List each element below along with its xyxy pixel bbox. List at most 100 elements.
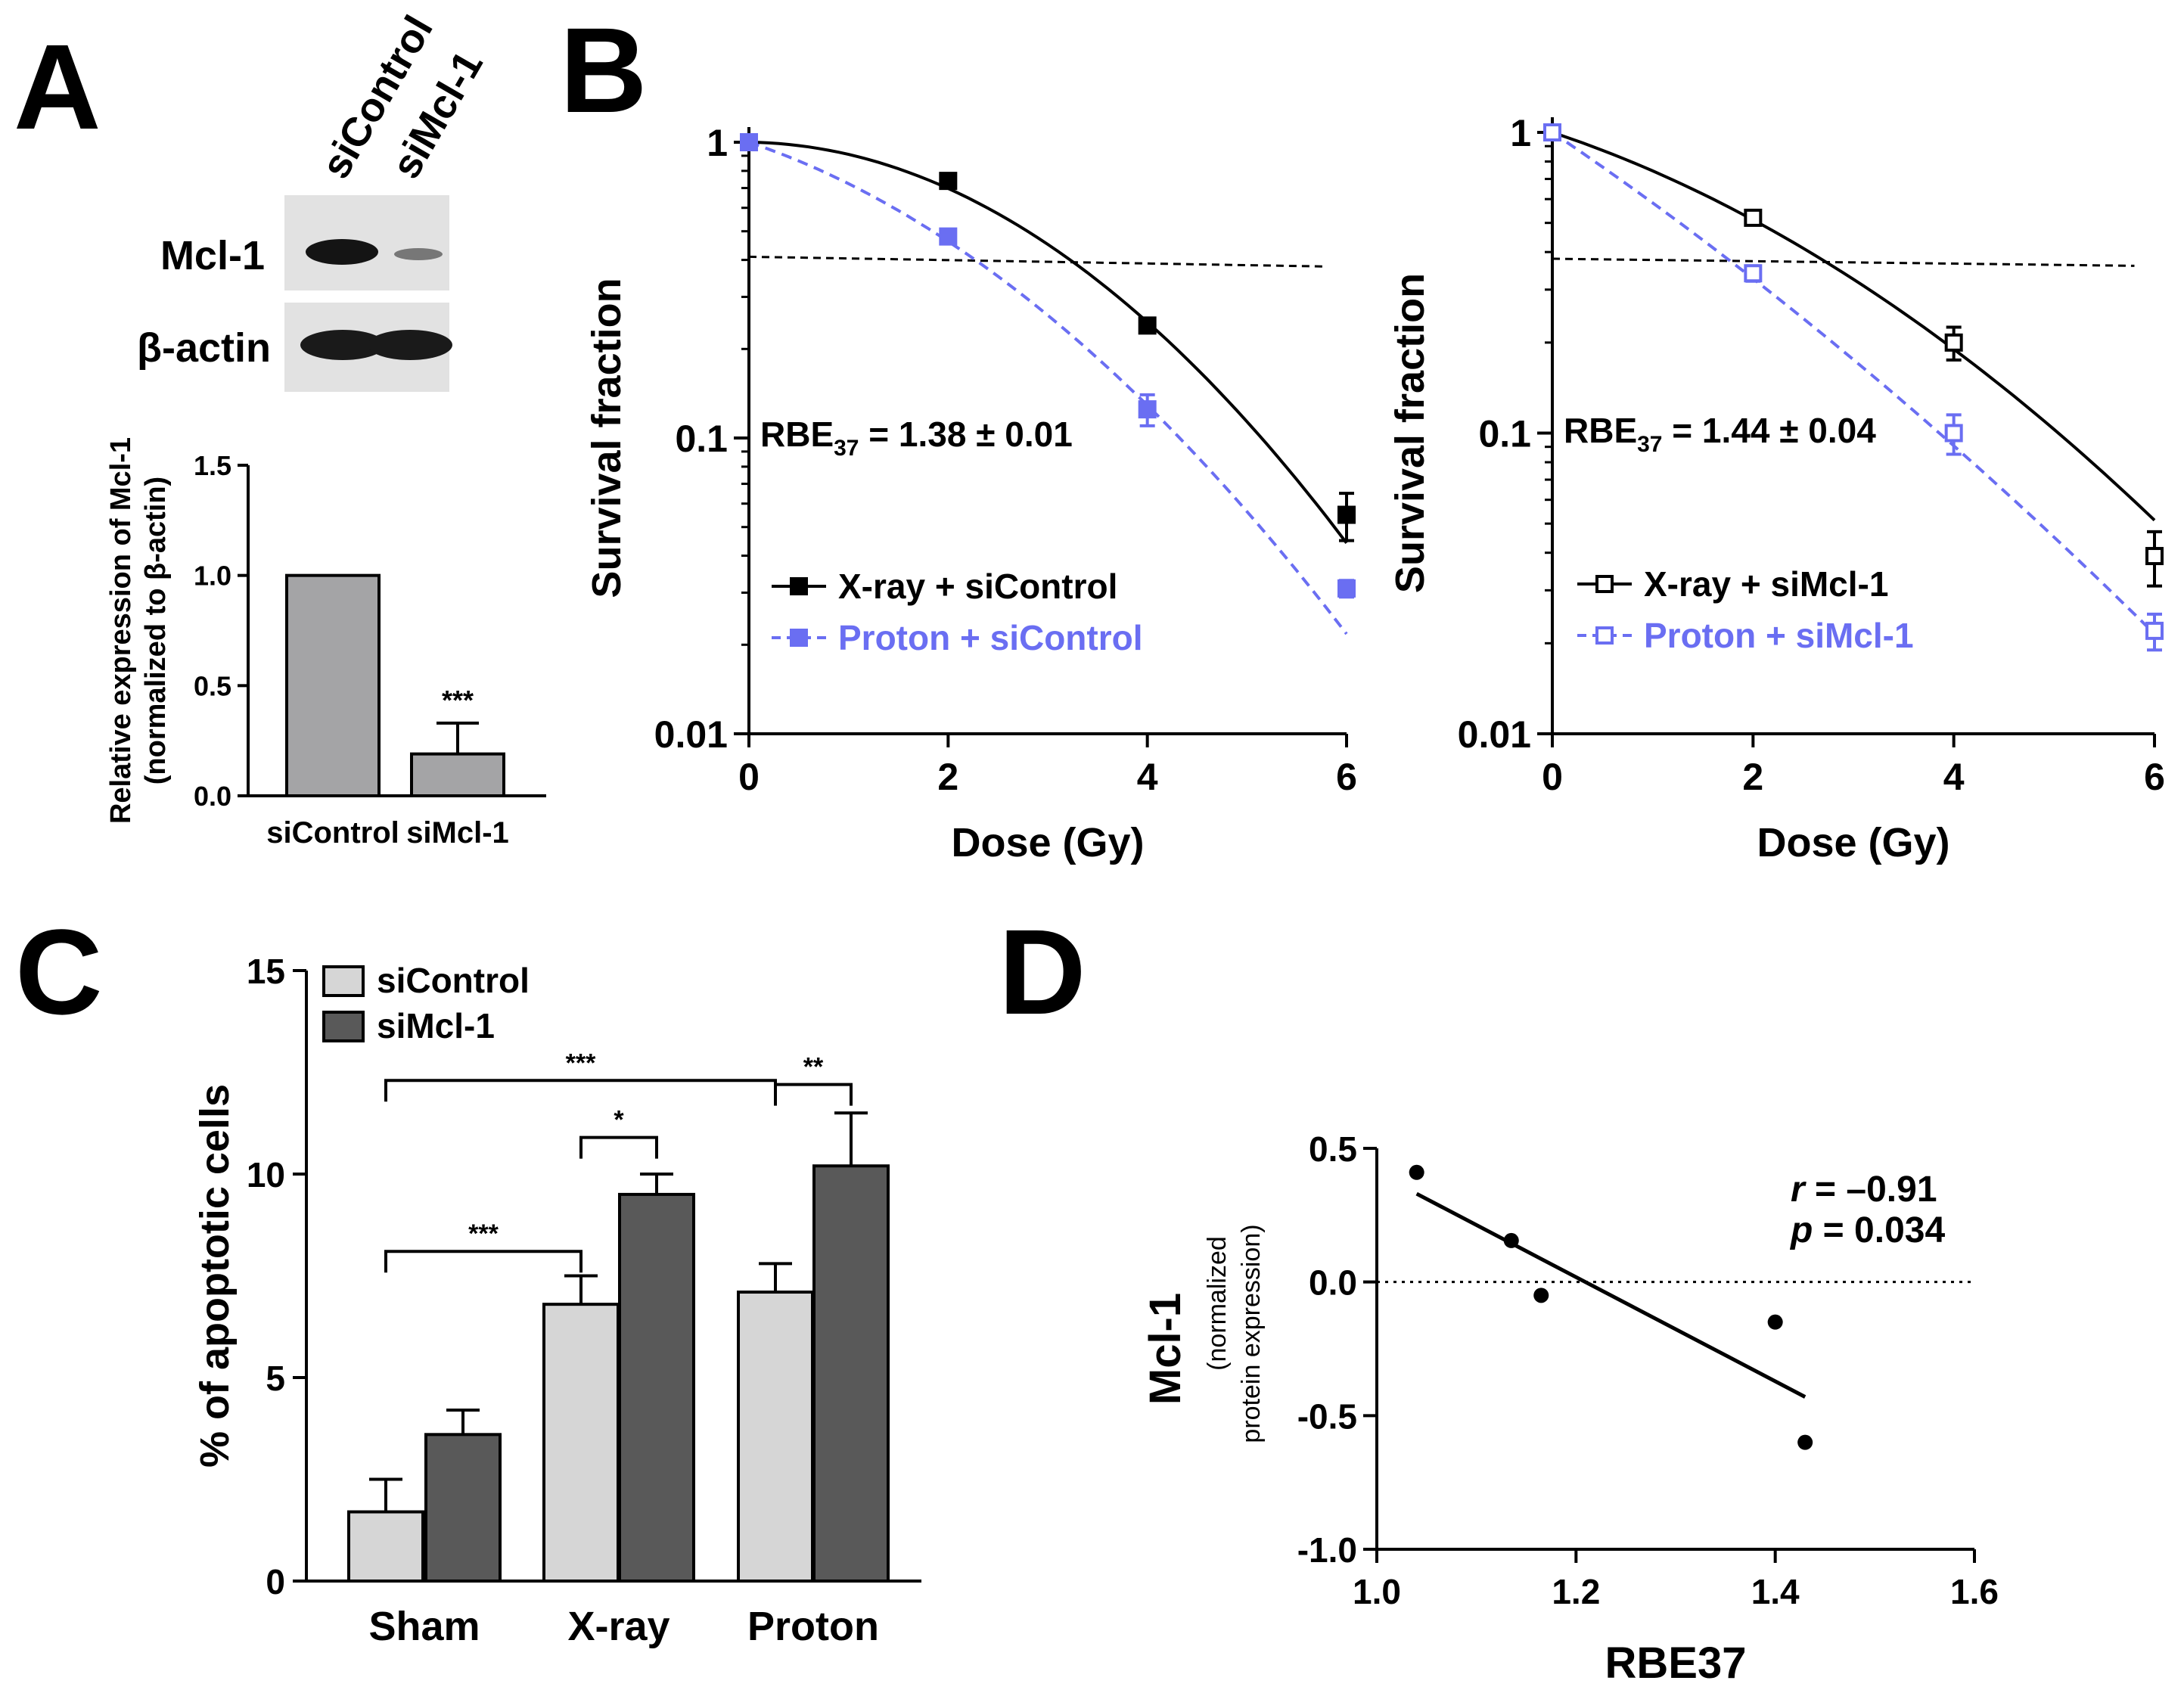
blot-row-label-actin: β-actin: [137, 325, 271, 371]
fit-curve-proton: [1551, 131, 2156, 635]
x-tick-label: 1.2: [1552, 1572, 1600, 1611]
significance-bracket: [384, 1250, 583, 1273]
x-tick-label: 0: [1542, 756, 1563, 798]
data-point: [1533, 1288, 1549, 1303]
significance-label: ***: [468, 1219, 499, 1248]
panel-a-bar-chart: 0.0 0.5 1.0 1.5 siControl *** siMcl-1 Relative …: [105, 437, 546, 850]
data-point-proton: [2145, 621, 2164, 640]
blot-band-actin-simcl1: [368, 330, 452, 360]
y-axis-label: Survival fraction: [1387, 273, 1433, 593]
y-tick-label: 1.0: [194, 561, 231, 592]
significance-label: **: [803, 1053, 824, 1082]
x-tick-label: 1.6: [1950, 1572, 1999, 1611]
x-axis-label: RBE37: [1605, 1639, 1747, 1688]
y-axis-sublabel-1: (normalized: [1203, 1236, 1232, 1371]
data-point-proton: [1744, 264, 1763, 283]
data-point-xray: [939, 172, 958, 191]
x-tick-label-siMcl-1: siMcl-1: [406, 816, 509, 850]
y-axis-label-line1: Relative expression of Mcl-1: [105, 437, 137, 824]
blot-band-actin-sicontrol: [300, 330, 385, 360]
y-axis-label: Survival fraction: [584, 278, 629, 598]
legend-swatch-siControl: [322, 965, 365, 997]
data-point-xray: [1744, 208, 1763, 227]
y-tick-label: -0.5: [1297, 1396, 1357, 1436]
y-tick-label: 1: [707, 122, 728, 164]
x-tick-label: 2: [1742, 756, 1763, 798]
legend-marker-xray: [1595, 575, 1614, 593]
blot-band-mcl1-simcl1: [394, 248, 443, 260]
panel-c-apoptosis-chart: 0 5 10 15 % of apoptotic cells Sham X-ray Proto…: [192, 952, 921, 1649]
blot-band-mcl1-sicontrol: [306, 239, 378, 265]
x-tick-label: 0: [738, 756, 760, 798]
panel-label-d: D: [999, 904, 1086, 1039]
x-axis-label: Dose (Gy): [951, 820, 1144, 865]
legend-label-proton: Proton + siControl: [838, 618, 1143, 657]
panel-label-b: B: [560, 2, 648, 138]
significance-label: ***: [566, 1048, 596, 1077]
x-tick-label: 1.4: [1751, 1572, 1800, 1611]
x-tick-label: 6: [1336, 756, 1357, 798]
significance-bracket: [579, 1135, 658, 1159]
y-tick-label: -1.0: [1297, 1530, 1357, 1570]
y-tick-label: 0.0: [194, 781, 231, 812]
fit-curve-xray: [748, 141, 1348, 545]
y-tick-label: 0: [266, 1562, 285, 1601]
bar-siMcl-1: [410, 752, 505, 797]
panel-d-correlation-chart: -1.0 -0.5 0.0 0.5 1.0 1.2 1.4 1.6 RBE37 Mcl-1 (nor…: [1141, 1129, 1999, 1688]
data-point: [1797, 1434, 1813, 1450]
y-tick-label: 10: [247, 1155, 285, 1194]
x-tick-label: 2: [937, 756, 958, 798]
significance-bracket: [384, 1079, 777, 1102]
legend-marker-xray: [790, 577, 808, 595]
y-tick-label: 0.01: [1458, 713, 1531, 756]
x-tick-label: 1.0: [1353, 1572, 1401, 1611]
legend-label-siMcl-1: siMcl-1: [377, 1006, 495, 1045]
western-blot: siControl siMcl-1 Mcl-1 β-actin: [137, 8, 492, 392]
panel-b-right-survival-chart: 0.01 0.1 1 0 2 4 6 Dose (Gy) Survival fraction RB…: [1387, 112, 2165, 865]
data-point-xray: [2145, 547, 2164, 566]
legend-label-siControl: siControl: [377, 961, 530, 1000]
data-point-proton: [1944, 424, 1963, 443]
bar-Proton-siMcl-1: [812, 1164, 890, 1583]
data-point-xray: [1138, 316, 1157, 335]
regression-line: [1415, 1191, 1807, 1399]
y-tick-label: 0.5: [194, 670, 231, 701]
bar-X-ray-siControl: [542, 1303, 620, 1583]
panel-b-left-survival-chart: 0.01 0.1 1 0 2 4 6 Dose (Gy) Survival fraction RB…: [584, 122, 1357, 865]
y-axis-sublabel-2: protein expression): [1237, 1224, 1266, 1443]
x-tick-label-Sham: Sham: [368, 1604, 480, 1649]
y-axis-label-line2: (normalized to β-actin): [140, 477, 172, 784]
significance-label: ***: [442, 685, 474, 716]
data-point-proton: [740, 133, 758, 151]
data-point-proton: [939, 227, 958, 246]
panel-label-c: C: [15, 904, 103, 1039]
data-point-proton: [1337, 579, 1356, 598]
data-point-xray: [1337, 505, 1356, 524]
data-point: [1409, 1164, 1424, 1180]
y-tick-label: 0.1: [675, 418, 728, 460]
significance-bracket: [774, 1083, 853, 1106]
x-axis-label: Dose (Gy): [1757, 820, 1949, 865]
legend-marker-proton: [1595, 626, 1614, 645]
data-point-proton: [1138, 400, 1157, 419]
bar-Proton-siControl: [737, 1291, 814, 1583]
legend-label-xray: X-ray + siControl: [838, 567, 1117, 606]
rbe-annotation: RBE37 = 1.38 ± 0.01: [760, 415, 1073, 461]
significance-label: *: [614, 1106, 624, 1135]
bar-Sham-siControl: [347, 1510, 424, 1583]
y-tick-label: 0.01: [654, 713, 728, 756]
y-axis-label: Mcl-1: [1141, 1293, 1190, 1405]
bar-X-ray-siMcl-1: [618, 1192, 695, 1583]
bar-Sham-siMcl-1: [424, 1433, 502, 1583]
data-point: [1767, 1314, 1783, 1330]
y-tick-label: 5: [266, 1359, 285, 1398]
y-tick-label: 1: [1510, 112, 1531, 154]
panel-label-a: A: [14, 19, 101, 154]
legend-marker-proton: [790, 629, 808, 647]
bar-siControl: [285, 573, 381, 798]
data-point: [1503, 1232, 1519, 1248]
fit-curve-xray: [1552, 131, 2156, 522]
p-value-annotation: p = 0.034: [1789, 1210, 1945, 1250]
y-axis-label: % of apoptotic cells: [192, 1084, 238, 1468]
legend-label-proton: Proton + siMcl-1: [1644, 616, 1914, 655]
